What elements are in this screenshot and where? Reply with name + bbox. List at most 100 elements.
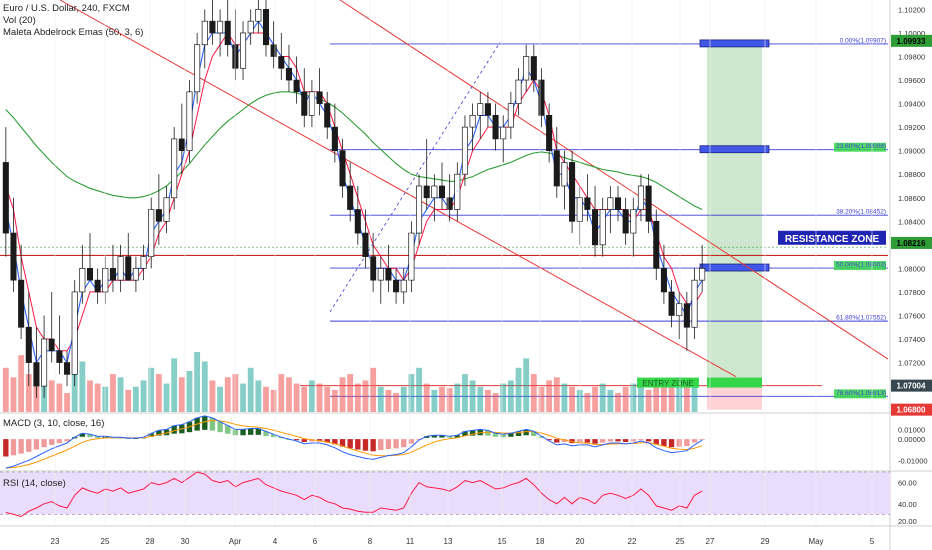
volume-bar xyxy=(110,374,116,412)
resistance-zone-box xyxy=(778,230,886,245)
macd-histogram-bar xyxy=(561,439,568,442)
macd-histogram-bar xyxy=(661,439,667,447)
volume-bar xyxy=(599,383,606,412)
volume-bar xyxy=(331,389,338,412)
candle-body xyxy=(18,279,25,328)
candle-body xyxy=(94,279,101,293)
candle-body xyxy=(232,44,239,69)
time-tick-label: 18 xyxy=(536,537,545,546)
macd-histogram-bar xyxy=(684,439,690,447)
macd-histogram-bar xyxy=(393,439,399,449)
macd-line xyxy=(5,415,703,469)
macd-histogram-bar xyxy=(676,439,682,447)
candle-body xyxy=(148,209,155,257)
macd-histogram-bar xyxy=(240,429,246,436)
macd-histogram-bar xyxy=(401,439,407,448)
volume-bar xyxy=(71,370,78,412)
candle-body xyxy=(217,20,224,34)
volume-bar xyxy=(133,386,139,412)
fib-label: 50.00%(1.08003) xyxy=(836,262,886,269)
candle-body xyxy=(324,103,331,128)
macd-tick-label: 0.00000 xyxy=(898,435,925,444)
candle-body xyxy=(339,150,346,187)
candle-body xyxy=(454,173,461,210)
volume-bar xyxy=(645,389,652,412)
time-tick-label: Apr xyxy=(229,537,242,546)
price-badge xyxy=(891,236,932,249)
candle-body xyxy=(546,115,553,152)
volume-bar xyxy=(301,386,308,412)
macd-histogram-bar xyxy=(270,434,277,438)
volume-bar xyxy=(446,388,453,412)
macd-histogram-bar xyxy=(408,439,415,444)
time-tick-label: 11 xyxy=(406,537,415,546)
candle-body xyxy=(117,256,124,281)
candle-body xyxy=(622,209,629,234)
volume-bar xyxy=(622,386,629,412)
candle-body xyxy=(48,338,55,352)
candle-body xyxy=(592,209,599,246)
price-tick-label: 1.08600 xyxy=(898,194,925,203)
macd-histogram-bar xyxy=(378,439,384,451)
volume-bar xyxy=(25,374,32,412)
macd-histogram-bar xyxy=(79,433,86,437)
candle-body xyxy=(599,209,606,246)
macd-histogram-bar xyxy=(362,439,369,451)
price-badge xyxy=(891,34,932,47)
volume-bar xyxy=(87,380,93,412)
stop-zone xyxy=(707,385,762,410)
macd-histogram-bar xyxy=(454,435,460,438)
volume-bar xyxy=(247,367,254,412)
volume-bar xyxy=(79,361,86,412)
candle-body xyxy=(614,197,622,210)
volume-bar xyxy=(592,386,598,412)
macd-histogram-bar xyxy=(546,439,552,441)
volume-bar xyxy=(324,386,331,412)
macd-histogram-bar xyxy=(94,436,101,438)
candle-body xyxy=(484,103,491,116)
rsi-tick-label: 60.00 xyxy=(898,479,917,488)
volume-bar xyxy=(492,393,499,412)
macd-histogram-bar xyxy=(492,433,499,437)
macd-histogram-bar xyxy=(385,439,392,449)
volume-bar xyxy=(48,380,55,412)
price-tick-label: 1.09000 xyxy=(898,147,925,156)
volume-bar xyxy=(102,386,109,412)
channel-top-line xyxy=(339,0,889,360)
macd-histogram-bar xyxy=(171,425,177,434)
volume-bar xyxy=(416,367,422,412)
candle-body xyxy=(553,150,560,187)
volume-bar xyxy=(217,386,223,412)
entry-zone-fill xyxy=(707,377,762,388)
macd-histogram-bar xyxy=(630,439,636,442)
volume-bar xyxy=(224,377,231,412)
macd-legend: MACD (3, 10, close, 16) xyxy=(3,418,104,430)
fib-label: 23.60%(1.09008) xyxy=(836,143,886,150)
volume-bar xyxy=(630,383,637,412)
time-tick-label: 25 xyxy=(101,537,110,546)
macd-histogram-bar xyxy=(699,439,705,440)
time-tick-label: 4 xyxy=(273,537,278,546)
macd-histogram-bar xyxy=(615,439,621,442)
volume-bar xyxy=(309,380,315,412)
candle-body xyxy=(255,9,262,22)
candle-body xyxy=(660,268,667,293)
price-tick-label: 1.07200 xyxy=(898,359,925,368)
macd-histogram-bar xyxy=(370,439,376,452)
volume-bar xyxy=(125,389,132,412)
volume-bar xyxy=(278,374,285,412)
macd-histogram-bar xyxy=(41,439,47,448)
time-tick-label: 28 xyxy=(146,537,155,546)
candle-body xyxy=(400,279,407,293)
time-tick-label: 6 xyxy=(313,537,318,546)
volume-bar xyxy=(270,389,277,412)
volume-bar xyxy=(263,386,269,412)
macd-histogram-bar xyxy=(554,439,560,443)
price-badge-label: 1.08216 xyxy=(897,239,926,248)
time-tick-label: 20 xyxy=(576,537,585,546)
time-tick-label: 22 xyxy=(628,537,637,546)
volume-bar xyxy=(362,380,369,412)
macd-tick-label: -0.01000 xyxy=(898,456,928,465)
macd-histogram-bar xyxy=(446,436,453,438)
